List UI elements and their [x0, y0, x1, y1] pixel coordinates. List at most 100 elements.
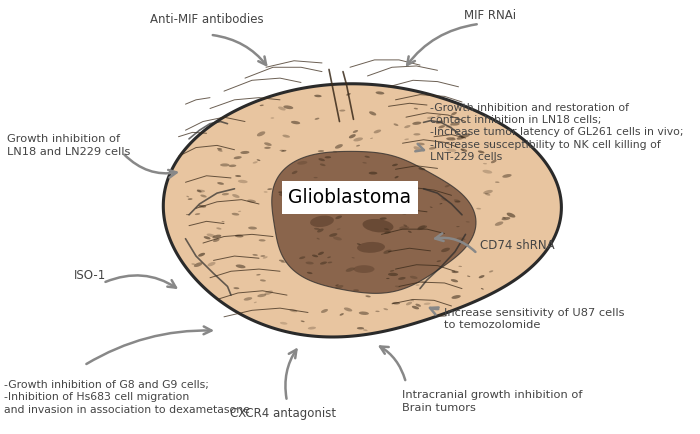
- Ellipse shape: [194, 262, 202, 267]
- Text: Anti-MIF antibodies: Anti-MIF antibodies: [150, 13, 263, 26]
- Ellipse shape: [256, 274, 260, 276]
- Ellipse shape: [386, 278, 390, 279]
- Text: MIF RNAi: MIF RNAi: [464, 9, 516, 22]
- Ellipse shape: [438, 125, 445, 128]
- Ellipse shape: [447, 148, 456, 152]
- Ellipse shape: [495, 181, 500, 183]
- Ellipse shape: [414, 146, 421, 151]
- Ellipse shape: [421, 281, 426, 283]
- Ellipse shape: [254, 302, 257, 303]
- Ellipse shape: [454, 201, 461, 203]
- Ellipse shape: [284, 105, 293, 109]
- Ellipse shape: [365, 295, 371, 297]
- Ellipse shape: [314, 228, 320, 230]
- Text: -Growth inhibition and restoration of
contact inhibition in LN18 cells;
-Increas: -Growth inhibition and restoration of co…: [430, 102, 684, 162]
- Ellipse shape: [253, 254, 258, 256]
- Ellipse shape: [257, 132, 265, 136]
- Ellipse shape: [384, 231, 391, 234]
- Ellipse shape: [212, 235, 221, 238]
- Ellipse shape: [456, 136, 465, 140]
- Ellipse shape: [218, 149, 223, 152]
- Ellipse shape: [291, 121, 300, 124]
- Ellipse shape: [238, 180, 248, 183]
- Ellipse shape: [454, 199, 461, 202]
- Ellipse shape: [278, 106, 286, 111]
- Text: Growth inhibition of
LN18 and LN229 cells: Growth inhibition of LN18 and LN229 cell…: [7, 134, 130, 157]
- Ellipse shape: [476, 208, 481, 210]
- Ellipse shape: [335, 285, 344, 289]
- Ellipse shape: [318, 252, 324, 255]
- Ellipse shape: [267, 188, 272, 190]
- Ellipse shape: [412, 306, 419, 309]
- Ellipse shape: [204, 236, 211, 240]
- Polygon shape: [272, 151, 476, 293]
- Ellipse shape: [503, 217, 506, 219]
- Ellipse shape: [265, 290, 273, 295]
- Ellipse shape: [503, 174, 512, 178]
- Ellipse shape: [419, 168, 426, 170]
- Ellipse shape: [491, 160, 496, 163]
- Ellipse shape: [292, 171, 298, 174]
- Ellipse shape: [186, 196, 189, 197]
- Ellipse shape: [308, 327, 316, 329]
- Ellipse shape: [415, 304, 421, 307]
- Ellipse shape: [437, 260, 441, 262]
- Ellipse shape: [418, 225, 427, 230]
- Ellipse shape: [264, 147, 271, 149]
- Ellipse shape: [456, 237, 466, 240]
- Ellipse shape: [467, 276, 470, 277]
- Ellipse shape: [424, 302, 430, 305]
- Ellipse shape: [478, 151, 484, 153]
- Ellipse shape: [338, 184, 342, 186]
- Ellipse shape: [340, 313, 344, 316]
- Ellipse shape: [300, 199, 305, 201]
- Ellipse shape: [461, 148, 467, 152]
- Ellipse shape: [458, 266, 462, 267]
- Ellipse shape: [481, 288, 484, 289]
- Ellipse shape: [441, 197, 447, 201]
- Ellipse shape: [489, 270, 493, 273]
- Ellipse shape: [446, 125, 452, 128]
- Text: CXCR4 antagonist: CXCR4 antagonist: [230, 407, 337, 420]
- Ellipse shape: [234, 156, 241, 159]
- Ellipse shape: [260, 105, 264, 106]
- Ellipse shape: [438, 314, 447, 317]
- Ellipse shape: [206, 233, 215, 237]
- Ellipse shape: [330, 199, 335, 201]
- Ellipse shape: [363, 219, 393, 233]
- Ellipse shape: [417, 225, 425, 230]
- Ellipse shape: [217, 148, 222, 150]
- Ellipse shape: [400, 211, 406, 214]
- Ellipse shape: [346, 93, 351, 95]
- Ellipse shape: [299, 256, 305, 259]
- Ellipse shape: [279, 260, 284, 262]
- Ellipse shape: [312, 255, 318, 257]
- Ellipse shape: [392, 164, 398, 166]
- Ellipse shape: [363, 162, 367, 164]
- Ellipse shape: [450, 122, 460, 126]
- Ellipse shape: [316, 238, 320, 240]
- Ellipse shape: [317, 198, 327, 202]
- Ellipse shape: [260, 279, 266, 282]
- Ellipse shape: [229, 164, 237, 167]
- Ellipse shape: [414, 108, 418, 109]
- Ellipse shape: [314, 95, 322, 97]
- Ellipse shape: [337, 228, 341, 230]
- Ellipse shape: [207, 262, 216, 266]
- Ellipse shape: [406, 302, 412, 306]
- Ellipse shape: [404, 125, 410, 128]
- Ellipse shape: [320, 262, 327, 265]
- Ellipse shape: [354, 265, 374, 273]
- Ellipse shape: [329, 233, 337, 237]
- Ellipse shape: [405, 138, 409, 140]
- Ellipse shape: [188, 198, 193, 200]
- Ellipse shape: [395, 176, 398, 178]
- Ellipse shape: [487, 143, 492, 145]
- Ellipse shape: [213, 239, 220, 242]
- Ellipse shape: [388, 273, 398, 276]
- Ellipse shape: [437, 115, 441, 117]
- Ellipse shape: [197, 190, 205, 192]
- Ellipse shape: [392, 302, 400, 305]
- Ellipse shape: [331, 182, 369, 200]
- Ellipse shape: [359, 312, 369, 315]
